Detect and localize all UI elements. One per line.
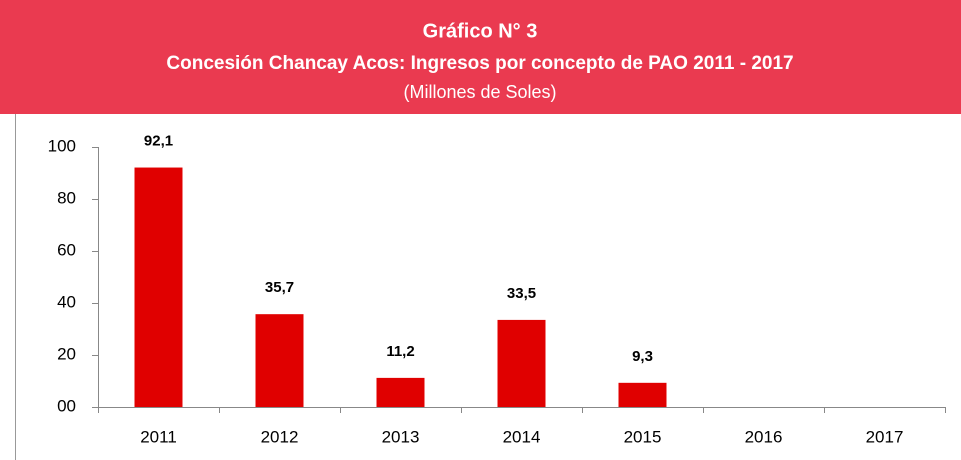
y-tick-label: 60 bbox=[57, 240, 76, 259]
chart-title: Gráfico N° 3 bbox=[423, 20, 538, 42]
x-tick-label: 2015 bbox=[624, 427, 662, 446]
unit-note: (Millones de Soles) bbox=[403, 82, 556, 102]
bar bbox=[376, 377, 425, 407]
x-tick-label: 2016 bbox=[745, 427, 783, 446]
bar bbox=[497, 319, 546, 407]
x-tick-label: 2014 bbox=[503, 427, 541, 446]
y-tick-label: 80 bbox=[57, 188, 76, 207]
y-tick-label: 20 bbox=[57, 344, 76, 363]
value-label: 9,3 bbox=[632, 348, 653, 365]
value-label: 92,1 bbox=[144, 133, 173, 150]
value-label: 33,5 bbox=[507, 285, 536, 302]
x-tick-label: 2013 bbox=[382, 427, 420, 446]
bar bbox=[255, 314, 304, 407]
x-tick-label: 2017 bbox=[866, 427, 904, 446]
header-band bbox=[0, 0, 961, 114]
bar bbox=[618, 382, 667, 407]
y-tick-label: 40 bbox=[57, 292, 76, 311]
value-label: 11,2 bbox=[386, 343, 414, 360]
value-label: 35,7 bbox=[265, 279, 294, 296]
chart-subtitle: Concesión Chancay Acos: Ingresos por con… bbox=[166, 53, 793, 74]
x-tick-label: 2012 bbox=[261, 427, 299, 446]
y-tick-label: 100 bbox=[48, 136, 76, 155]
bar bbox=[134, 167, 183, 407]
x-tick-label: 2011 bbox=[140, 427, 177, 446]
y-tick-label: 00 bbox=[57, 396, 76, 415]
